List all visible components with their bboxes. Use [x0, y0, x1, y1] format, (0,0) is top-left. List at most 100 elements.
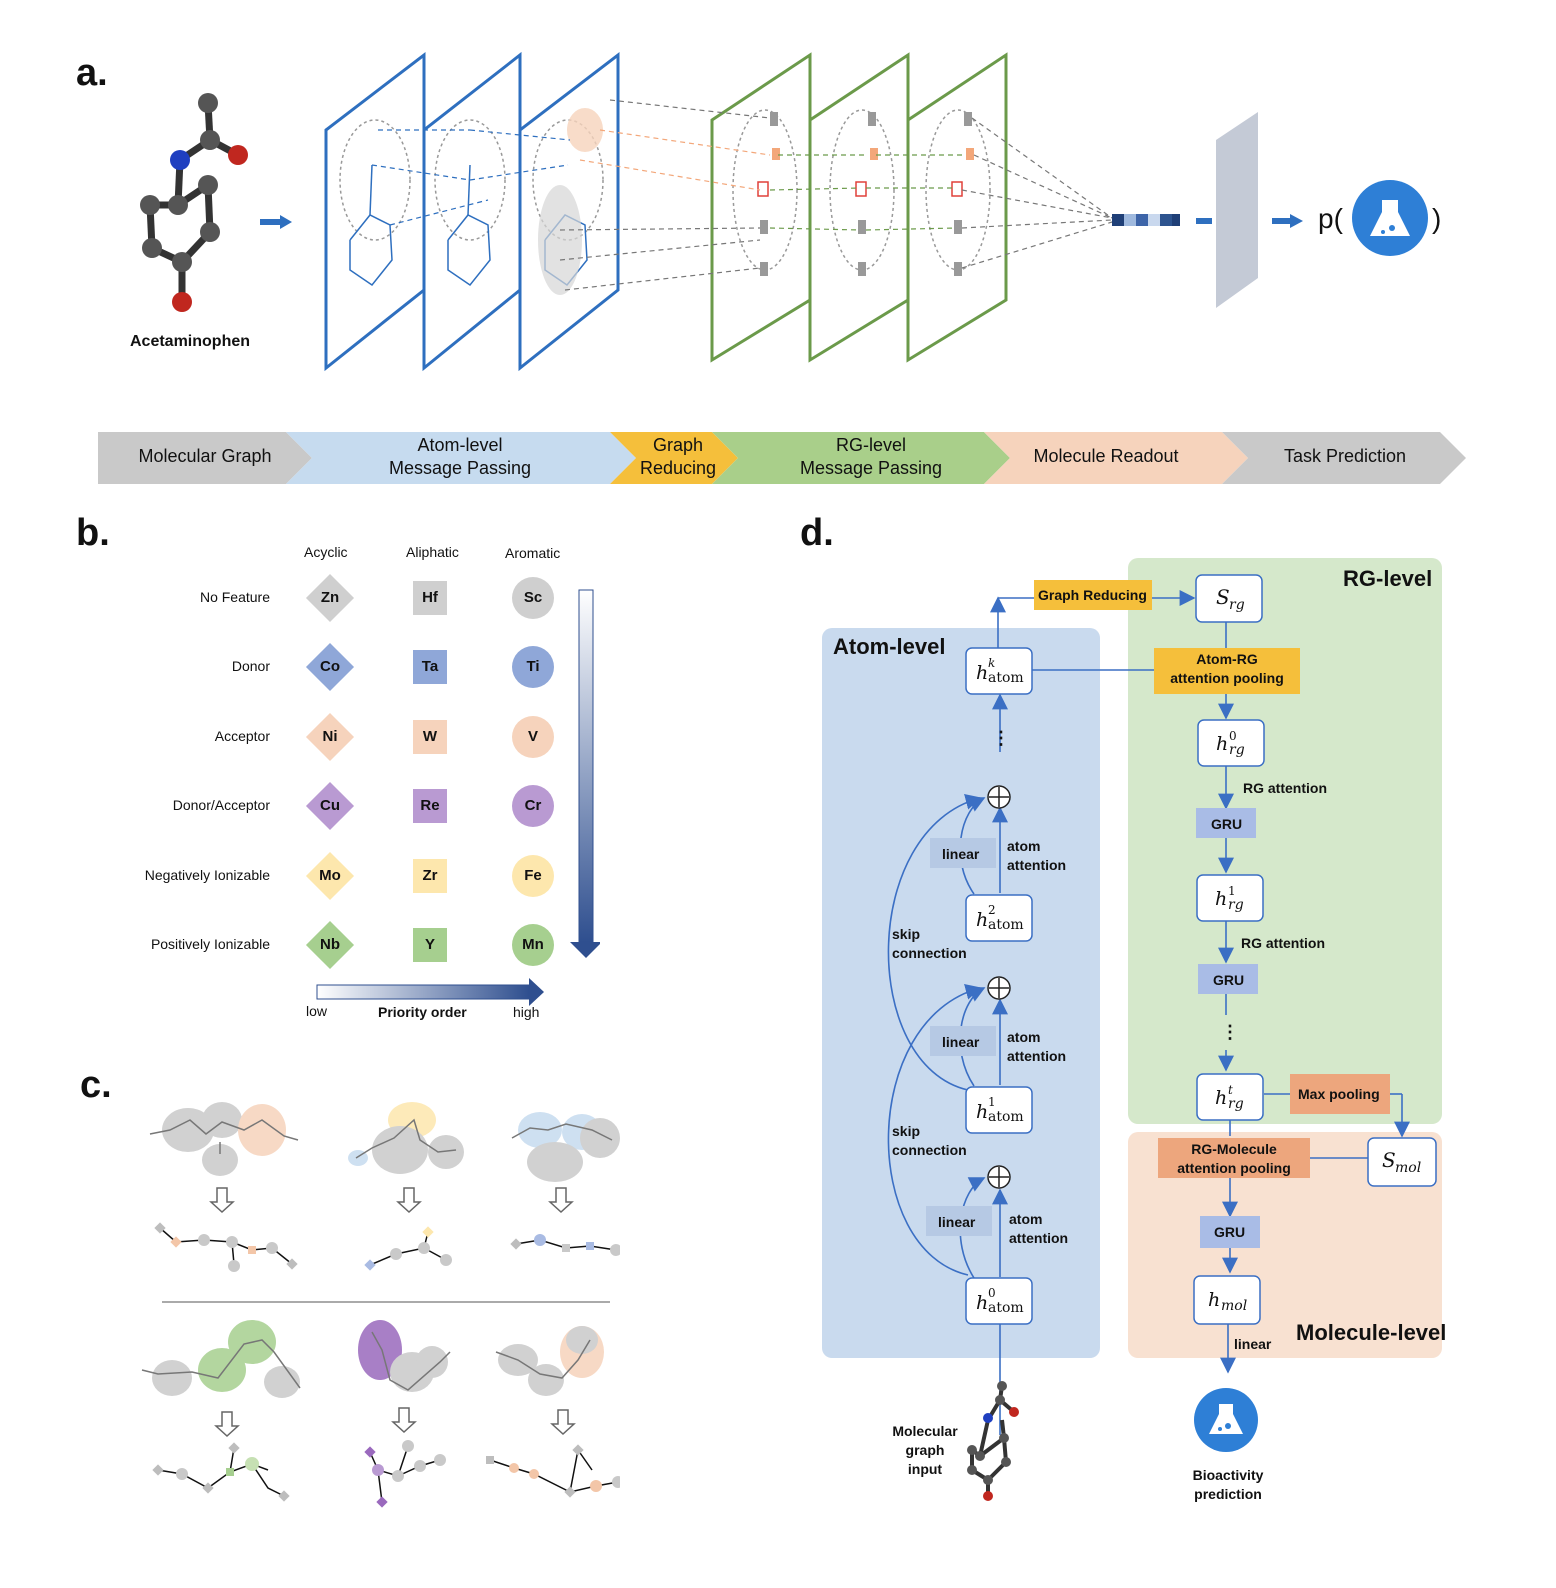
- element-symbol: Re: [420, 797, 440, 814]
- atom-attention-label-1: atom attention: [1007, 838, 1067, 873]
- row-label: No Feature: [199, 589, 270, 605]
- col-aromatic: Aromatic: [505, 545, 561, 561]
- linear-label-1: linear: [942, 846, 980, 862]
- circle-symbol: [512, 855, 554, 897]
- priority-high: high: [513, 1004, 540, 1020]
- pipeline-step-task-prediction: [1222, 432, 1466, 484]
- atom-attention-label-2: atom attention: [1007, 1029, 1067, 1064]
- square-symbol: [413, 928, 447, 962]
- pipeline-step-rg-level: [712, 432, 1010, 484]
- pipeline-label-5: Molecule Readout: [1033, 446, 1179, 466]
- gru-label-3: GRU: [1214, 1224, 1246, 1240]
- pipeline-label-4: RG-level Message Passing: [799, 435, 943, 478]
- linear-label-output: linear: [1234, 1336, 1272, 1352]
- skip-connection-label-2: skip connection: [892, 1123, 967, 1158]
- panel-d-letter: d.: [800, 512, 834, 554]
- element-symbol: Cu: [320, 797, 340, 814]
- svg-text:1: 1: [1228, 884, 1236, 898]
- col-aliphatic: Aliphatic: [406, 544, 459, 560]
- svg-text:h: h: [1208, 1289, 1220, 1311]
- acetaminophen-molecule: [146, 102, 240, 300]
- panel-c-letter: c.: [80, 1064, 112, 1106]
- pipeline-label-2: Atom-level Message Passing: [388, 435, 532, 478]
- element-symbol: Mn: [522, 936, 544, 953]
- row-label: Donor/Acceptor: [172, 797, 270, 813]
- square-symbol: [413, 650, 447, 684]
- element-symbol: Cr: [524, 797, 542, 814]
- gru-label-2: GRU: [1213, 972, 1245, 988]
- svg-text:2: 2: [988, 903, 996, 917]
- element-symbol: Fe: [524, 867, 542, 884]
- svg-text:h: h: [976, 1292, 988, 1314]
- svg-text:S: S: [1382, 1148, 1396, 1172]
- panel-a-letter: a.: [76, 52, 108, 94]
- atom-attention-label-3: atom attention: [1009, 1211, 1069, 1246]
- linear-label-2: linear: [942, 1034, 980, 1050]
- element-symbol: Y: [424, 936, 435, 953]
- row-label: Acceptor: [214, 728, 270, 744]
- atom-rg-pooling-label: Atom-RG attention pooling: [1170, 651, 1284, 686]
- svg-text:atom: atom: [988, 1300, 1024, 1316]
- svg-text:k: k: [988, 656, 995, 670]
- square-symbol: [413, 859, 447, 893]
- pipeline-step-atom-level: [286, 432, 636, 484]
- rg-attention-label-2: RG attention: [1241, 935, 1325, 951]
- svg-text:0: 0: [988, 1286, 996, 1300]
- svg-text:atom: atom: [988, 670, 1024, 686]
- skip-connection-label-1: skip connection: [892, 926, 967, 961]
- h-atom-k-box: [965, 647, 1033, 695]
- pipeline-bar: [98, 432, 1466, 484]
- priority-arrows: [316, 589, 600, 1006]
- row-label: Donor: [231, 658, 270, 674]
- graph-reducing-label: Graph Reducing: [1038, 587, 1147, 603]
- element-symbol: Zr: [422, 867, 438, 884]
- circle-symbol: [512, 785, 554, 827]
- pipeline-step-readout: [984, 432, 1248, 484]
- pipeline-label-1: Molecular Graph: [138, 446, 272, 466]
- element-symbol: Co: [320, 658, 340, 675]
- element-symbol: Ti: [526, 658, 540, 675]
- panel-a-diagram: [140, 51, 1428, 372]
- element-symbol: Hf: [422, 589, 438, 606]
- svg-text:h: h: [1215, 888, 1227, 910]
- max-pooling-label: Max pooling: [1298, 1086, 1380, 1102]
- gru-label-1: GRU: [1211, 816, 1243, 832]
- element-symbol: Nb: [320, 936, 340, 953]
- square-symbol: [413, 720, 447, 754]
- square-symbol: [413, 789, 447, 823]
- priority-title: Priority order: [378, 1004, 467, 1020]
- element-symbol: V: [527, 728, 538, 745]
- circle-symbol: [512, 577, 554, 619]
- priority-low: low: [306, 1003, 328, 1019]
- svg-text:atom: atom: [988, 917, 1024, 933]
- vdots-rg: ⋮: [1221, 1022, 1239, 1042]
- svg-text:h: h: [976, 662, 988, 684]
- col-acyclic: Acyclic: [304, 544, 348, 560]
- svg-text:t: t: [1228, 1083, 1233, 1097]
- row-label: Positively Ionizable: [150, 936, 270, 952]
- rg-mol-pooling-label: RG-Molecule attention pooling: [1177, 1141, 1291, 1176]
- rg-level-title: RG-level: [1343, 566, 1433, 591]
- svg-text:atom: atom: [988, 1109, 1024, 1125]
- element-symbol: Ni: [322, 728, 338, 745]
- element-symbol: Mo: [319, 867, 341, 884]
- panel-c-examples: [141, 1102, 620, 1508]
- svg-text:0: 0: [1229, 729, 1237, 743]
- pipeline-step-molecular-graph: [98, 432, 312, 484]
- circle-symbol: [512, 716, 554, 758]
- element-symbol: Sc: [523, 589, 543, 606]
- pipeline-label-3: Graph Reducing: [639, 435, 717, 478]
- output-label: Bioactivity prediction: [1192, 1467, 1264, 1502]
- circle-symbol: [512, 924, 554, 966]
- atom-level-title: Atom-level: [833, 634, 946, 659]
- svg-text:rg: rg: [1228, 1096, 1244, 1112]
- square-symbol: [413, 581, 447, 615]
- pipeline-step-graph-reducing: [610, 432, 738, 484]
- svg-text:1: 1: [988, 1095, 996, 1109]
- svg-text:mol: mol: [1221, 1298, 1247, 1314]
- prediction-prefix: p(: [1318, 203, 1343, 234]
- vdots-atom: ⋮: [992, 728, 1010, 748]
- molecule-level-title: Molecule-level: [1296, 1320, 1447, 1345]
- panel-b-letter: b.: [76, 512, 110, 554]
